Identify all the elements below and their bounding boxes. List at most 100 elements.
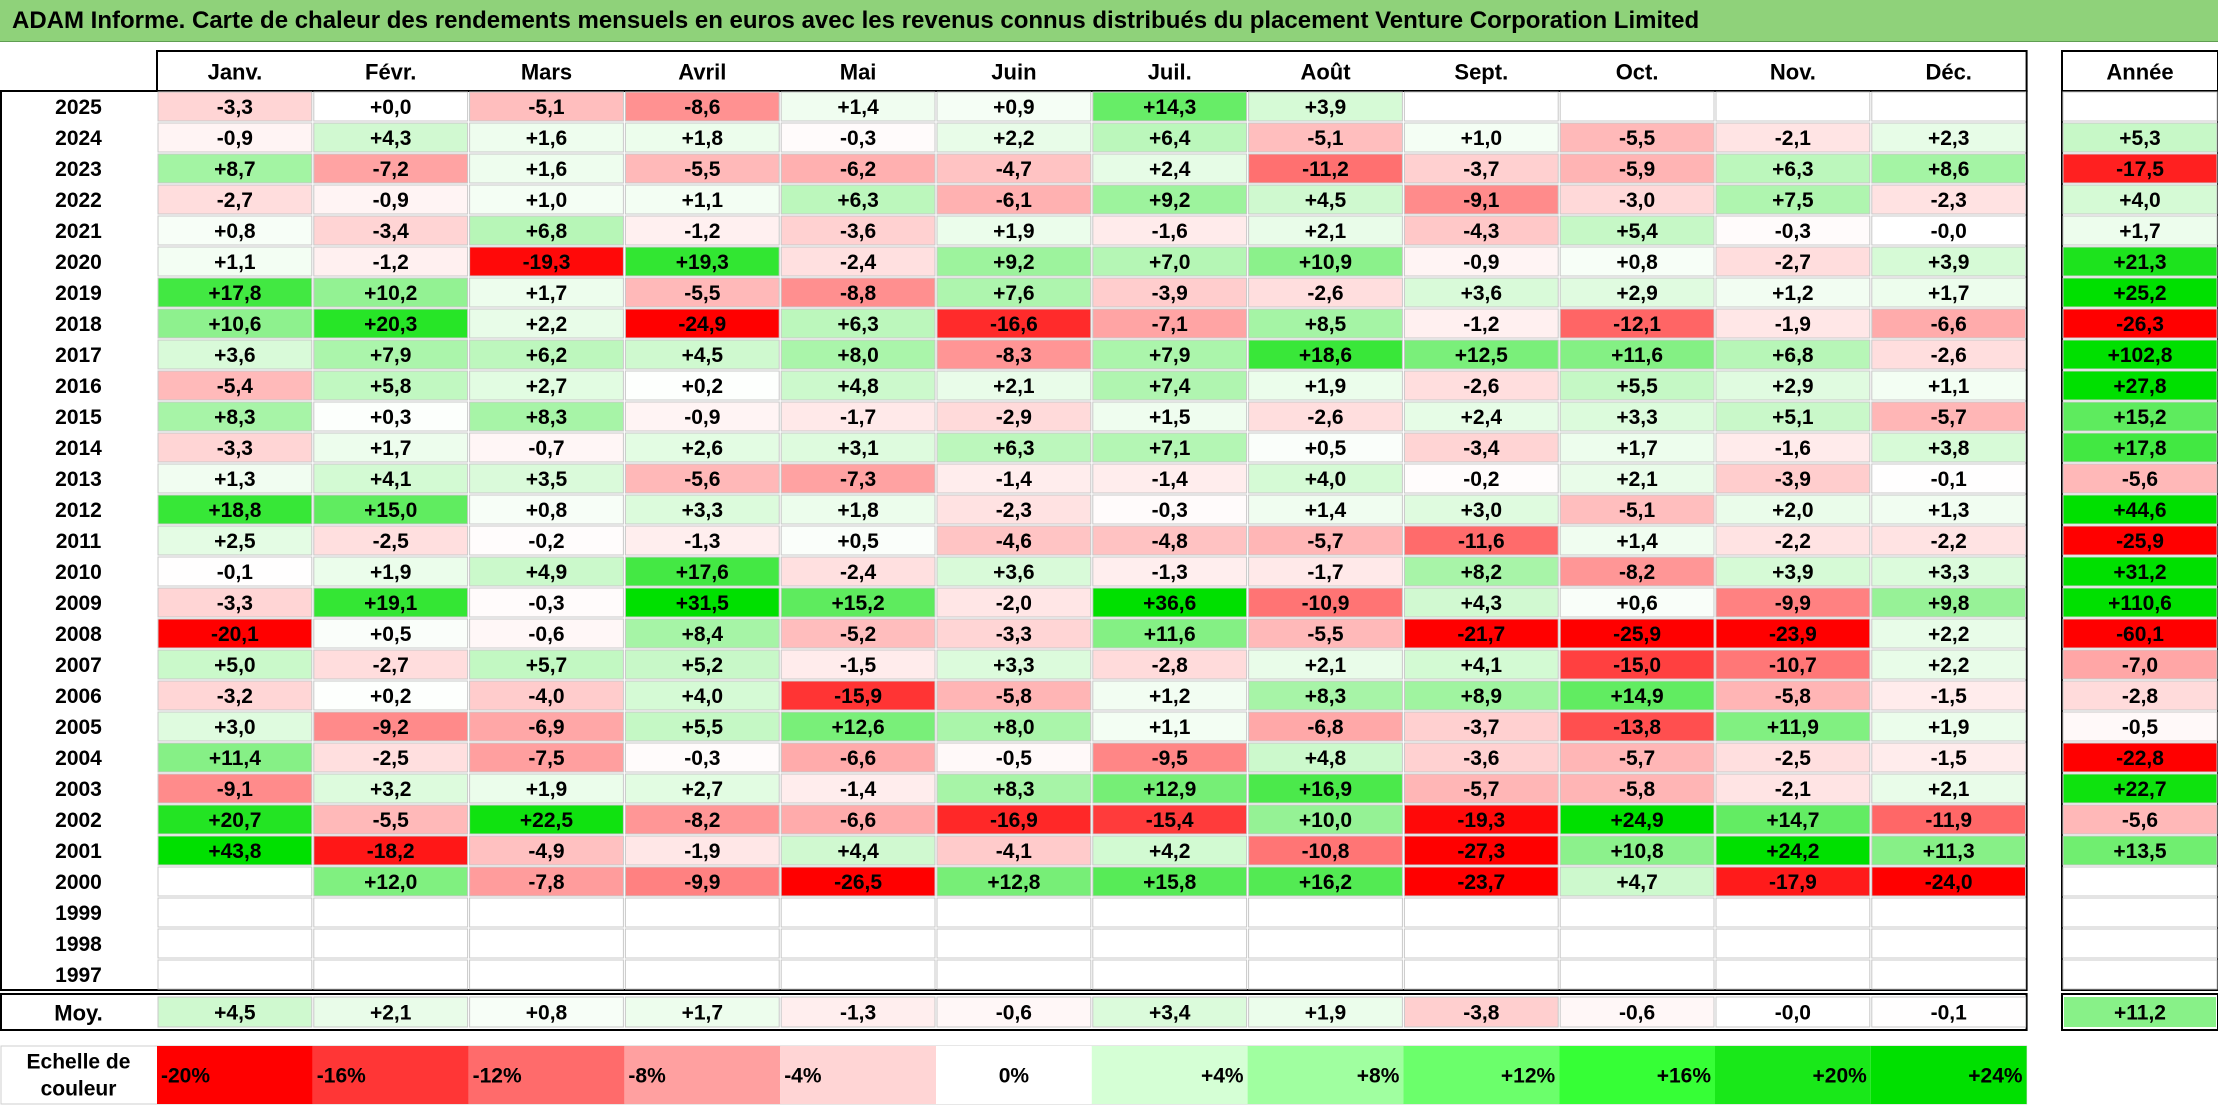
cell-value: -2,6 — [1307, 282, 1343, 305]
month-header: Juil. — [1148, 60, 1192, 85]
month-header-frame — [156, 50, 2028, 92]
heatmap-cell — [313, 463, 469, 494]
scale-step-label: -4% — [784, 1065, 822, 1088]
cell-value: -3,2 — [217, 685, 253, 708]
heatmap-cell — [157, 773, 313, 804]
cell-value: -1,7 — [840, 406, 876, 429]
annual-value: -17,5 — [2116, 158, 2164, 181]
cell-value: +6,3 — [837, 313, 878, 336]
year-label: 2020 — [55, 251, 102, 274]
cell-value: +9,2 — [993, 251, 1034, 274]
heatmap-cell — [1871, 494, 2027, 525]
cell-value: +2,7 — [526, 375, 567, 398]
cell-value: +5,5 — [682, 716, 724, 739]
heatmap-cell — [1715, 370, 1871, 401]
average-cell — [1871, 996, 2027, 1028]
cell-value: -7,1 — [1152, 313, 1189, 336]
cell-value: -13,8 — [1613, 716, 1661, 739]
heatmap-cell — [1715, 587, 1871, 618]
heatmap-cell — [1403, 928, 1559, 959]
year-label: 2007 — [55, 654, 102, 677]
cell-value: -23,9 — [1769, 623, 1817, 646]
heatmap-cell — [469, 308, 624, 339]
heatmap-cell — [624, 897, 780, 928]
heatmap-cell — [780, 742, 936, 773]
heatmap-cell — [313, 556, 469, 587]
cell-value: +1,2 — [1149, 685, 1190, 708]
cell-value: -0,9 — [684, 406, 720, 429]
cell-value: +14,7 — [1766, 809, 1819, 832]
cell-value: -17,9 — [1769, 871, 1817, 894]
cell-value: -0,5 — [996, 747, 1033, 770]
heatmap-cell — [1715, 959, 1871, 990]
cell-value: -3,4 — [373, 220, 410, 243]
cell-value: -5,6 — [684, 468, 720, 491]
scale-step-label: +16% — [1657, 1065, 1712, 1088]
heatmap-cell — [1559, 866, 1715, 897]
heatmap-cell — [1403, 432, 1559, 463]
heatmap-cell — [780, 91, 936, 122]
heatmap-cell — [936, 122, 1092, 153]
heatmap-cell — [1559, 184, 1715, 215]
cell-value: +3,5 — [526, 468, 568, 491]
heatmap-cell — [1248, 618, 1403, 649]
heatmap-cell — [157, 587, 313, 618]
heatmap-cell — [780, 618, 936, 649]
annual-value: +110,6 — [2108, 592, 2172, 615]
heatmap-cell — [313, 866, 469, 897]
heatmap-cell — [936, 959, 1092, 990]
average-cell — [469, 996, 624, 1028]
annual-cell — [2062, 339, 2218, 370]
heatmap-cell — [780, 246, 936, 277]
cell-value: -6,6 — [1931, 313, 1967, 336]
scale-swatch — [624, 1046, 781, 1104]
cell-value: +4,0 — [682, 685, 723, 708]
heatmap-cell — [780, 959, 936, 990]
heatmap-cell — [313, 959, 469, 990]
cell-value: +14,9 — [1611, 685, 1664, 708]
cell-value: -4,3 — [1463, 220, 1499, 243]
cell-value: -9,5 — [1152, 747, 1189, 770]
cell-value: +8,2 — [1461, 561, 1502, 584]
year-label: 2005 — [55, 716, 102, 739]
heatmap-cell — [1403, 525, 1559, 556]
heatmap-cell — [1871, 370, 2027, 401]
annual-average-value: +11,2 — [2114, 1002, 2166, 1025]
heatmap-cell — [1715, 246, 1871, 277]
heatmap-cell — [1403, 277, 1559, 308]
cell-value: +0,0 — [370, 96, 411, 119]
cell-value: +4,2 — [1149, 840, 1190, 863]
cell-value: -5,1 — [1307, 127, 1344, 150]
cell-value: -10,7 — [1769, 654, 1817, 677]
heatmap-cell — [780, 432, 936, 463]
cell-value: -0,9 — [217, 127, 253, 150]
cell-value: -2,6 — [1931, 344, 1967, 367]
cell-value: +16,9 — [1299, 778, 1352, 801]
cell-value: +5,2 — [682, 654, 723, 677]
cell-value: -24,0 — [1925, 871, 1973, 894]
cell-value: -27,3 — [1457, 840, 1505, 863]
cell-value: +1,1 — [1149, 716, 1191, 739]
heatmap-cell — [1715, 742, 1871, 773]
heatmap-cell — [469, 773, 624, 804]
heatmap-cell — [936, 556, 1092, 587]
cell-value: +2,0 — [1772, 499, 1813, 522]
heatmap-cell — [1248, 339, 1403, 370]
scale-step-label: +20% — [1813, 1065, 1868, 1088]
heatmap-cell — [157, 742, 313, 773]
cell-value: +1,2 — [1772, 282, 1813, 305]
cell-value: -19,3 — [1457, 809, 1505, 832]
cell-value: -16,6 — [990, 313, 1038, 336]
cell-value: +0,5 — [370, 623, 412, 646]
cell-value: +2,1 — [993, 375, 1035, 398]
cell-value: +1,7 — [1616, 437, 1657, 460]
heatmap-cell — [936, 804, 1092, 835]
heatmap-cell — [313, 184, 469, 215]
year-label: 2006 — [55, 685, 102, 708]
cell-value: +3,3 — [1616, 406, 1657, 429]
annual-value: +5,3 — [2119, 127, 2160, 150]
average-value: +2,1 — [370, 1002, 412, 1025]
heatmap-cell — [1871, 432, 2027, 463]
heatmap-cell — [1248, 153, 1403, 184]
average-cell — [936, 996, 1092, 1028]
